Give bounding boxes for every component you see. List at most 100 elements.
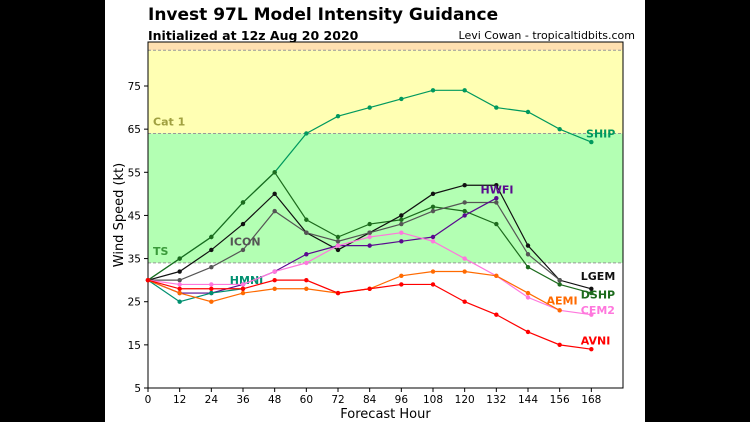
data-point-avni xyxy=(557,342,562,348)
data-point-dshp xyxy=(177,256,182,261)
data-point-ship xyxy=(335,114,341,119)
data-point-cem2 xyxy=(525,295,531,300)
data-point-ship xyxy=(589,139,594,145)
data-point-hwfi xyxy=(494,195,499,201)
data-point-avni xyxy=(272,277,277,283)
data-point-lgem xyxy=(399,213,404,218)
series-label-aemi: AEMI xyxy=(546,294,577,307)
data-point-lgem xyxy=(272,191,277,197)
data-point-ship xyxy=(367,105,372,110)
data-point-icon xyxy=(462,200,467,205)
data-point-aemi xyxy=(494,273,499,279)
data-point-icon xyxy=(304,230,309,235)
y-tick-label: 65 xyxy=(128,124,141,136)
y-tick-label: 15 xyxy=(128,340,141,352)
data-point-cem2 xyxy=(304,260,309,266)
data-point-cem2 xyxy=(177,282,182,287)
data-point-hwfi xyxy=(304,252,309,257)
x-tick-label: 84 xyxy=(363,394,377,406)
data-point-icon xyxy=(240,247,246,253)
data-point-dshp xyxy=(367,221,372,227)
x-tick-label: 156 xyxy=(550,394,570,406)
data-point-icon xyxy=(335,239,341,244)
y-tick-label: 55 xyxy=(128,167,141,179)
series-label-avni: AVNI xyxy=(581,335,611,348)
data-point-ship xyxy=(430,88,436,93)
data-point-avni xyxy=(240,286,246,291)
x-tick-label: 0 xyxy=(145,394,152,406)
series-label-cem2: CEM2 xyxy=(581,304,615,317)
x-tick-label: 132 xyxy=(486,394,506,406)
data-point-cem2 xyxy=(272,269,277,274)
data-point-icon xyxy=(367,230,372,235)
data-point-avni xyxy=(367,286,372,291)
data-point-lgem xyxy=(335,247,341,253)
data-point-icon xyxy=(557,277,562,283)
data-point-aemi xyxy=(399,273,404,279)
data-point-icon xyxy=(525,252,531,257)
data-point-dshp xyxy=(525,265,531,270)
data-point-dshp xyxy=(304,217,309,222)
band-1 xyxy=(148,133,623,263)
data-point-avni xyxy=(304,277,309,283)
x-tick-label: 24 xyxy=(205,394,219,406)
data-point-avni xyxy=(589,346,594,352)
y-tick-label: 75 xyxy=(128,81,141,93)
data-point-aemi xyxy=(240,290,246,296)
band-0 xyxy=(148,262,623,388)
data-point-dshp xyxy=(494,221,499,227)
series-label-icon: ICON xyxy=(230,235,261,248)
series-line-hwfi xyxy=(147,197,497,294)
data-point-dshp xyxy=(557,282,562,287)
data-point-dshp xyxy=(589,290,594,296)
data-point-icon xyxy=(177,277,182,283)
data-point-lgem xyxy=(240,221,246,227)
data-point-avni xyxy=(209,286,214,291)
data-point-aemi xyxy=(462,269,467,274)
data-point-icon xyxy=(430,208,436,214)
x-axis-label: Forecast Hour xyxy=(340,407,431,422)
data-point-dshp xyxy=(399,217,404,222)
data-point-lgem xyxy=(177,269,182,274)
data-point-lgem xyxy=(462,183,467,188)
band-3 xyxy=(148,42,623,51)
data-point-icon xyxy=(209,265,214,270)
data-point-icon xyxy=(272,208,277,214)
data-point-dshp xyxy=(240,200,246,205)
data-point-hwfi xyxy=(399,239,404,244)
x-tick-label: 72 xyxy=(331,394,344,406)
data-point-dshp xyxy=(462,208,467,214)
chart-title: Invest 97L Model Intensity Guidance xyxy=(148,5,499,25)
data-point-aemi xyxy=(272,286,277,291)
series-label-lgem: LGEM xyxy=(581,270,616,283)
data-point-hmni xyxy=(177,299,182,304)
data-point-aemi xyxy=(557,308,562,313)
data-point-cem2 xyxy=(589,312,594,317)
data-point-cem2 xyxy=(399,230,404,235)
x-tick-label: 144 xyxy=(518,394,538,406)
chart-subtitle: Initialized at 12z Aug 20 2020 xyxy=(148,28,359,43)
data-point-cem2 xyxy=(335,243,341,248)
data-point-aemi xyxy=(525,290,531,296)
data-point-cem2 xyxy=(209,282,214,287)
y-tick-label: 25 xyxy=(128,297,141,309)
x-tick-label: 36 xyxy=(236,394,250,406)
x-tick-label: 60 xyxy=(300,394,313,406)
y-axis-label: Wind Speed (kt) xyxy=(112,163,127,267)
data-point-ship xyxy=(399,96,404,102)
data-point-lgem xyxy=(589,286,594,291)
data-point-dshp xyxy=(430,204,436,210)
data-point-hwfi xyxy=(462,213,467,218)
x-tick-label: 48 xyxy=(268,394,281,406)
y-tick-label: 45 xyxy=(128,210,141,222)
data-point-dshp xyxy=(335,234,341,240)
band-2 xyxy=(148,50,623,134)
data-point-avni xyxy=(177,286,182,291)
data-point-icon xyxy=(399,221,404,227)
data-point-hwfi xyxy=(430,234,436,240)
x-tick-label: 168 xyxy=(581,394,601,406)
data-point-hwfi xyxy=(367,243,372,248)
series-label-ship: SHIP xyxy=(586,127,615,140)
